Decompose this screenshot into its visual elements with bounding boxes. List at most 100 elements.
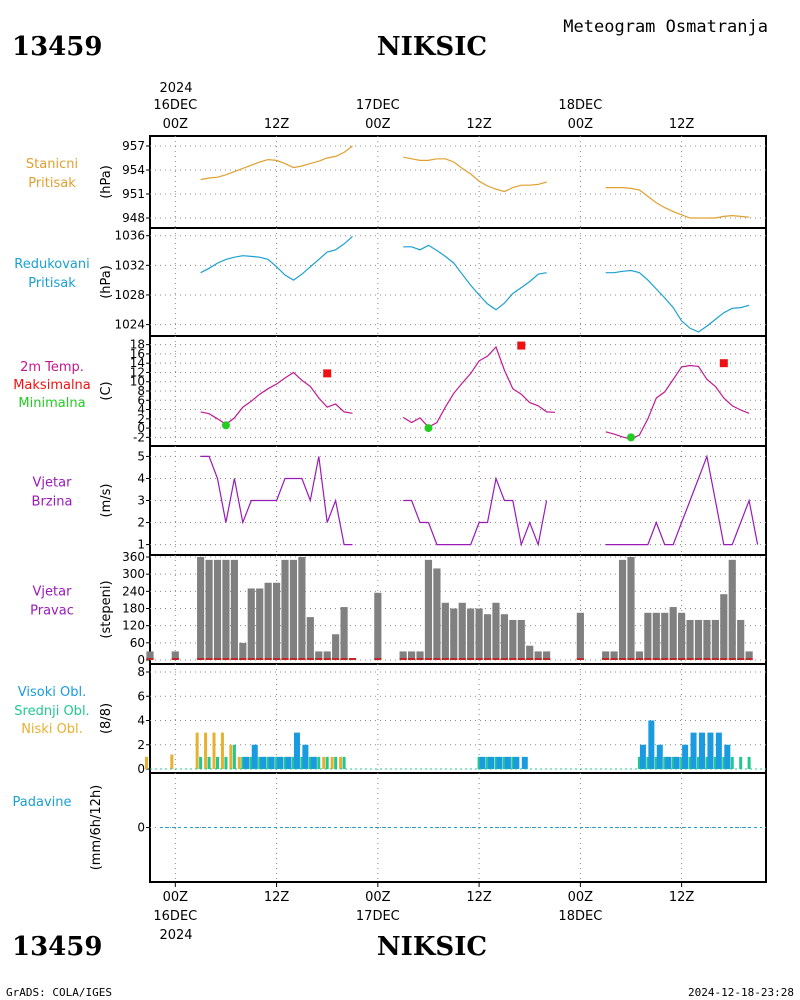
- cloud-bar-high: [268, 756, 275, 769]
- wind-dir-bar: [543, 651, 551, 660]
- wind-dir-base: [256, 658, 264, 660]
- y-tick-label: 12: [130, 365, 145, 379]
- wind-dir-bar: [737, 619, 745, 660]
- max-temp-marker: [719, 359, 728, 368]
- cloud-bar-mid: [283, 756, 287, 769]
- wind-dir-base: [492, 658, 500, 660]
- wind-dir-bar: [146, 651, 154, 660]
- wind-dir-base: [458, 658, 466, 660]
- wind-dir-base: [737, 658, 745, 660]
- cloud-bar-high: [293, 732, 300, 769]
- cloud-bar-mid: [713, 756, 717, 769]
- wind-dir-base: [340, 658, 348, 660]
- wind-dir-base: [323, 658, 331, 660]
- wind-dir-base: [416, 658, 424, 660]
- cloud-bar-mid: [477, 756, 481, 769]
- panel-label-2: Pritisak: [28, 176, 76, 191]
- unit-label: (C): [99, 381, 114, 400]
- cloud-bar-mid: [637, 756, 641, 769]
- panel-label-2: Pravac: [30, 604, 74, 619]
- panel-label: Padavine: [13, 795, 72, 810]
- cloud-bar-high: [243, 756, 250, 769]
- top-hour-label: 00Z: [365, 117, 391, 132]
- wind-dir-bar: [230, 559, 238, 660]
- cloud-bar-low: [229, 744, 233, 769]
- wind-dir-bar: [686, 619, 694, 660]
- cloud-bar-low: [322, 756, 326, 769]
- wind-dir-base: [467, 658, 475, 660]
- top-hour-label: 00Z: [568, 117, 594, 132]
- wind-dir-base: [543, 658, 551, 660]
- bottom-hour-label: 12Z: [264, 890, 290, 905]
- panel-frame: [149, 227, 767, 337]
- unit-label: (hPa): [99, 265, 114, 299]
- cloud-bar-high: [277, 756, 284, 769]
- wind-dir-base: [281, 658, 289, 660]
- y-tick-label: 0: [137, 762, 145, 776]
- wind-dir-bar: [483, 614, 492, 660]
- wind-dir-bar: [450, 608, 458, 660]
- cloud-bar-high: [488, 756, 495, 769]
- wind-dir-base: [720, 658, 728, 660]
- wind-dir-base: [197, 658, 205, 660]
- series-line: [403, 476, 548, 547]
- wind-dir-bar: [416, 651, 424, 660]
- wind-dir-bar: [332, 634, 340, 660]
- wind-dir-bar: [239, 642, 247, 660]
- y-tick-label: 948: [122, 211, 145, 225]
- cloud-bar-mid: [300, 756, 304, 769]
- wind-dir-base: [711, 658, 719, 660]
- y-tick-label: 1024: [114, 318, 145, 332]
- y-tick-label: 4: [137, 471, 145, 485]
- cloud-bar-mid: [199, 756, 203, 769]
- wind-dir-bar: [256, 588, 264, 660]
- cloud-bar-mid: [241, 756, 245, 769]
- top-hour-label: 12Z: [264, 117, 290, 132]
- cloud-bar-mid: [232, 744, 236, 769]
- y-tick-label: 954: [122, 163, 145, 177]
- panel-label: Vjetar: [33, 585, 73, 600]
- wind-dir-bar: [441, 602, 449, 660]
- cloud-bar-low: [145, 756, 148, 769]
- y-tick-label: 0: [137, 421, 145, 435]
- wind-dir-bar: [171, 651, 179, 660]
- wind-dir-bar: [281, 559, 289, 660]
- wind-dir-bar: [669, 607, 677, 660]
- top-hour-label: 12Z: [669, 117, 695, 132]
- wind-dir-bar: [467, 608, 475, 660]
- series-line: [402, 345, 556, 428]
- bottom-hour-label: 12Z: [466, 890, 492, 905]
- wind-dir-base: [264, 658, 272, 660]
- cloud-bar-mid: [224, 756, 228, 769]
- wind-dir-bar: [458, 602, 466, 660]
- panel-wind-speed: 5 4 3 2 1 (m/s) Vjetar Brzina: [32, 445, 767, 556]
- panel-label-2: Pritisak: [28, 276, 76, 291]
- wind-dir-bar: [222, 559, 230, 660]
- cloud-bar-mid: [325, 756, 329, 769]
- cloud-bar-high: [707, 732, 714, 769]
- panel-label-low: Niski Obl.: [21, 722, 83, 737]
- wind-dir-base: [576, 658, 584, 660]
- panels: 957954951948(hPa)StanicniPritisak1036103…: [13, 135, 767, 883]
- wind-dir-bar: [272, 582, 281, 660]
- station-name-top: NIKSIC: [377, 32, 487, 62]
- y-tick-label: 2: [137, 412, 145, 426]
- top-year-label: 2024: [159, 81, 192, 96]
- wind-dir-bar: [745, 651, 753, 660]
- wind-dir-bar: [627, 557, 635, 660]
- meteogram-title: Meteogram Osmatranja: [563, 17, 768, 37]
- max-temp-marker: [323, 369, 332, 378]
- wind-dir-bar: [694, 619, 703, 660]
- cloud-bar-mid: [249, 756, 253, 769]
- cloud-bar-mid: [663, 756, 667, 769]
- cloud-bar-high: [690, 732, 697, 769]
- panel-wind-dir: 360 300 240 180 120 60 0 (stepeni) Vjetar Pravac: [30, 550, 767, 667]
- wind-dir-bar: [306, 617, 314, 660]
- wind-dir-base: [728, 658, 736, 660]
- wind-dir-base: [239, 658, 247, 660]
- bottom-date-label: 16DEC: [153, 909, 197, 924]
- cloud-bar-mid: [216, 756, 220, 769]
- y-tick-label: 120: [122, 619, 145, 633]
